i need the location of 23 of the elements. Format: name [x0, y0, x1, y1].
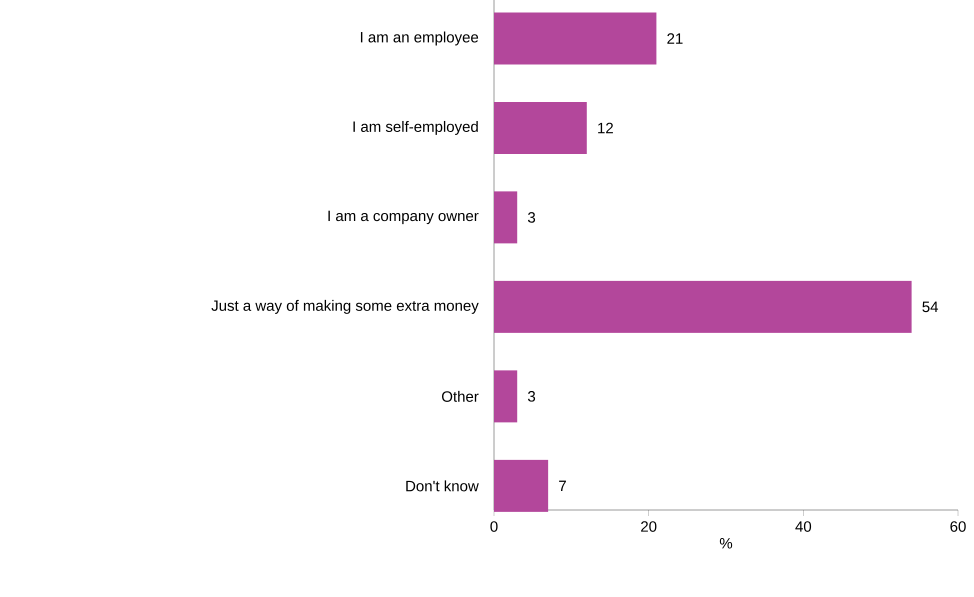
bar — [494, 12, 656, 64]
y-tick-label: Other — [442, 390, 479, 402]
x-axis-title: % — [720, 538, 732, 549]
x-tick-label: 0 — [490, 521, 498, 532]
data-label: 12 — [598, 122, 613, 134]
y-tick-label: Just a way of making some extra money — [211, 300, 479, 314]
data-label: 3 — [528, 212, 536, 223]
x-tick-label: 20 — [641, 521, 656, 532]
data-label: 3 — [528, 391, 536, 402]
bar — [494, 280, 912, 333]
bar — [494, 102, 587, 154]
bar — [494, 370, 518, 422]
y-tick-label: I am a company owner — [328, 210, 479, 224]
data-label: 7 — [559, 480, 566, 492]
bar — [494, 460, 548, 512]
y-tick-label: Don't know — [406, 480, 479, 492]
x-tick-label: 60 — [950, 521, 966, 532]
x-tick-label: 40 — [795, 521, 812, 532]
data-label: 21 — [667, 33, 683, 44]
data-label: 54 — [922, 302, 938, 312]
bar — [494, 191, 518, 244]
y-tick-label: I am self-employed — [353, 120, 478, 135]
y-tick-label: I am an employee — [360, 31, 478, 46]
